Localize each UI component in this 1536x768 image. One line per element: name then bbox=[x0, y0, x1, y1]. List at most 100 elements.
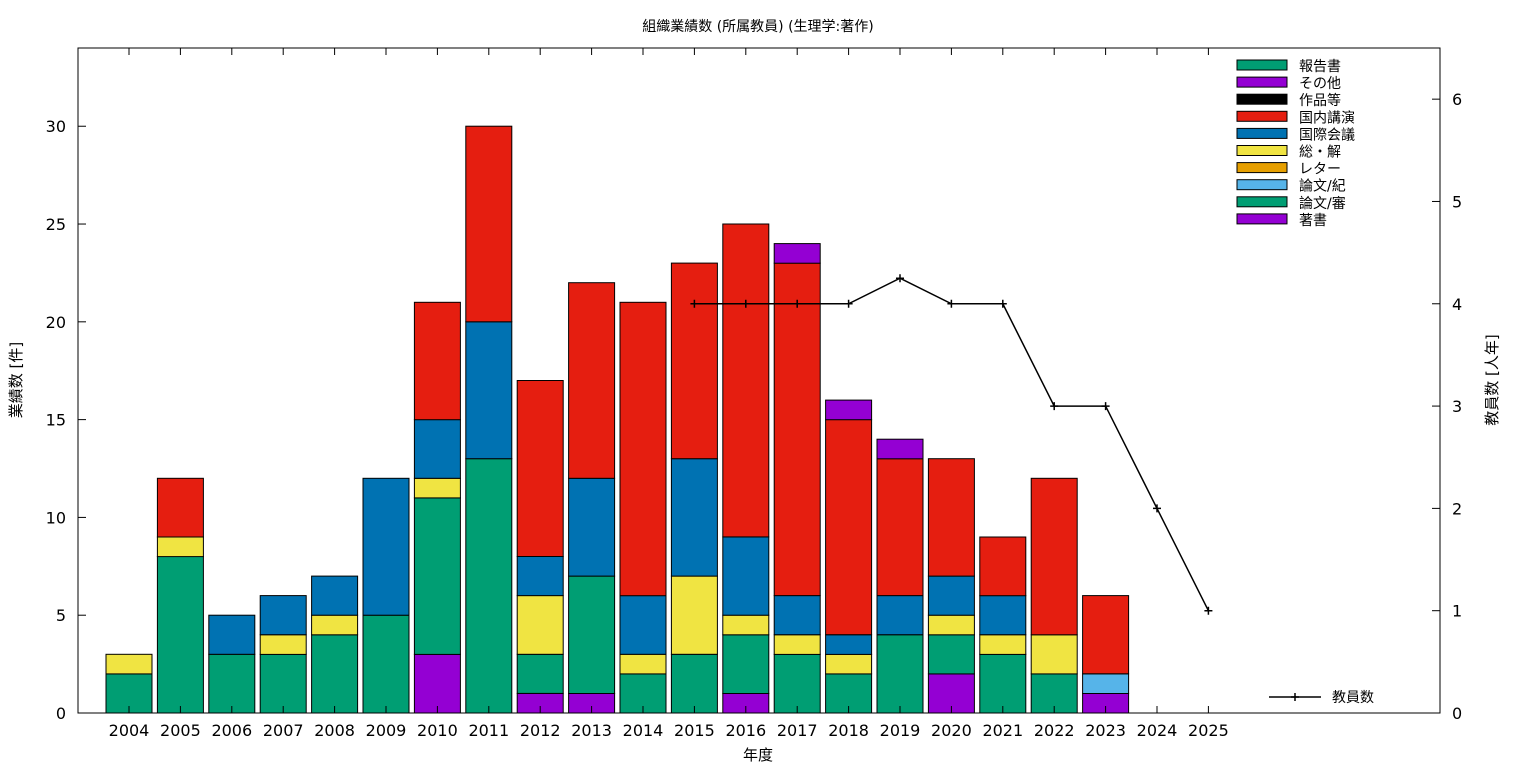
bar-2008-series-1 bbox=[311, 634, 359, 714]
y2-tick-label: 4 bbox=[1452, 295, 1462, 314]
bar-2019-series-6 bbox=[876, 458, 924, 597]
bar-2015-series-6 bbox=[670, 262, 718, 460]
x-tick-label: 2012 bbox=[520, 721, 561, 740]
legend-swatch bbox=[1236, 76, 1288, 88]
y-tick-label: 0 bbox=[56, 704, 66, 723]
legend-label: 論文/紀 bbox=[1299, 179, 1346, 195]
legend-line-label: 教員数 bbox=[1332, 690, 1374, 706]
legend-swatch bbox=[1236, 162, 1288, 174]
faculty-count-point bbox=[896, 274, 904, 283]
bar-2020-series-4 bbox=[927, 614, 975, 636]
legend-swatch bbox=[1236, 93, 1288, 105]
x-axis-label: 年度 bbox=[743, 746, 773, 764]
x-tick-label: 2007 bbox=[263, 721, 304, 740]
y-tick-label: 10 bbox=[46, 508, 66, 527]
bar-2010-series-5 bbox=[413, 419, 461, 479]
bar-2007-series-1 bbox=[259, 653, 307, 714]
legend-swatch bbox=[1236, 145, 1288, 156]
y-axis-label: 業績数 [件] bbox=[7, 342, 25, 418]
bar-2012-series-6 bbox=[516, 380, 564, 557]
bar-2009-series-1 bbox=[362, 614, 410, 714]
chart-title: 組織業績数 (所属教員) (生理学:著作) bbox=[642, 19, 873, 35]
bar-2012-series-5 bbox=[516, 556, 564, 597]
legend-label: レター bbox=[1299, 162, 1341, 178]
legend-swatch bbox=[1236, 213, 1288, 225]
bar-2018-series-4 bbox=[825, 653, 873, 675]
bar-2006-series-5 bbox=[208, 614, 256, 655]
bar-2015-series-5 bbox=[670, 458, 718, 577]
bar-2013-series-6 bbox=[568, 282, 616, 479]
x-tick-label: 2025 bbox=[1188, 721, 1229, 740]
x-tick-label: 2016 bbox=[725, 721, 766, 740]
bar-2013-series-1 bbox=[568, 575, 616, 694]
bar-2020-series-5 bbox=[927, 575, 975, 616]
bar-2018-series-5 bbox=[825, 634, 873, 655]
bar-2021-series-4 bbox=[979, 634, 1027, 655]
bar-2019-series-8 bbox=[876, 438, 924, 460]
bar-2010-series-0 bbox=[413, 653, 461, 714]
faculty-count-point bbox=[947, 299, 956, 308]
legend-line-marker bbox=[1291, 693, 1299, 701]
bar-2021-series-1 bbox=[979, 653, 1027, 714]
bar-2008-series-5 bbox=[311, 575, 359, 616]
y-tick-label: 30 bbox=[46, 117, 66, 136]
bar-2019-series-1 bbox=[876, 634, 924, 714]
bar-2013-series-5 bbox=[568, 477, 616, 577]
bar-2021-series-5 bbox=[979, 595, 1027, 636]
bar-2017-series-1 bbox=[773, 653, 821, 714]
legend-swatch bbox=[1236, 196, 1288, 208]
y2-tick-label: 5 bbox=[1452, 192, 1462, 211]
bar-2010-series-1 bbox=[413, 497, 461, 655]
bar-2004-series-4 bbox=[105, 653, 153, 675]
bar-2017-series-6 bbox=[773, 262, 821, 597]
legend-label: 報告書 bbox=[1299, 59, 1341, 75]
faculty-count-point bbox=[1101, 402, 1110, 411]
faculty-count-point bbox=[690, 299, 699, 308]
bar-2010-series-6 bbox=[413, 301, 461, 421]
y2-tick-label: 1 bbox=[1452, 602, 1462, 621]
bar-2010-series-4 bbox=[413, 477, 461, 499]
x-tick-label: 2017 bbox=[777, 721, 818, 740]
bar-2020-series-6 bbox=[927, 458, 975, 577]
x-tick-label: 2019 bbox=[880, 721, 921, 740]
bar-2021-series-6 bbox=[979, 536, 1027, 597]
faculty-count-point bbox=[1050, 402, 1059, 411]
x-tick-label: 2021 bbox=[982, 721, 1023, 740]
y2-tick-label: 2 bbox=[1452, 499, 1462, 518]
x-tick-label: 2005 bbox=[160, 721, 201, 740]
faculty-count-point bbox=[844, 299, 853, 308]
x-tick-label: 2006 bbox=[211, 721, 252, 740]
x-tick-label: 2013 bbox=[571, 721, 612, 740]
bar-2012-series-4 bbox=[516, 595, 564, 655]
y-tick-label: 5 bbox=[56, 606, 66, 625]
bar-2016-series-4 bbox=[722, 614, 770, 636]
bar-2016-series-1 bbox=[722, 634, 770, 694]
legend-label: 総・解 bbox=[1299, 145, 1341, 161]
x-tick-label: 2023 bbox=[1085, 721, 1126, 740]
legend-label: その他 bbox=[1299, 76, 1341, 92]
bar-2022-series-6 bbox=[1030, 477, 1078, 636]
faculty-count-point bbox=[998, 299, 1007, 308]
bar-2017-series-4 bbox=[773, 634, 821, 655]
bar-2007-series-4 bbox=[259, 634, 307, 655]
bar-2015-series-1 bbox=[670, 653, 718, 714]
x-tick-label: 2022 bbox=[1034, 721, 1075, 740]
bar-2005-series-1 bbox=[156, 556, 204, 714]
y-tick-label: 20 bbox=[46, 313, 66, 332]
y-tick-label: 25 bbox=[46, 215, 66, 234]
bar-2017-series-8 bbox=[773, 243, 821, 264]
bar-2016-series-5 bbox=[722, 536, 770, 616]
y-tick-label: 15 bbox=[46, 411, 66, 430]
bar-2015-series-4 bbox=[670, 575, 718, 655]
legend-swatch bbox=[1236, 110, 1288, 122]
bars-layer bbox=[105, 125, 1130, 714]
bar-2011-series-5 bbox=[465, 321, 513, 460]
bar-2006-series-1 bbox=[208, 653, 256, 714]
legend-label: 国内講演 bbox=[1299, 110, 1355, 126]
bar-2018-series-8 bbox=[825, 399, 873, 421]
faculty-count-point bbox=[741, 299, 750, 308]
faculty-count-point bbox=[1204, 606, 1213, 615]
